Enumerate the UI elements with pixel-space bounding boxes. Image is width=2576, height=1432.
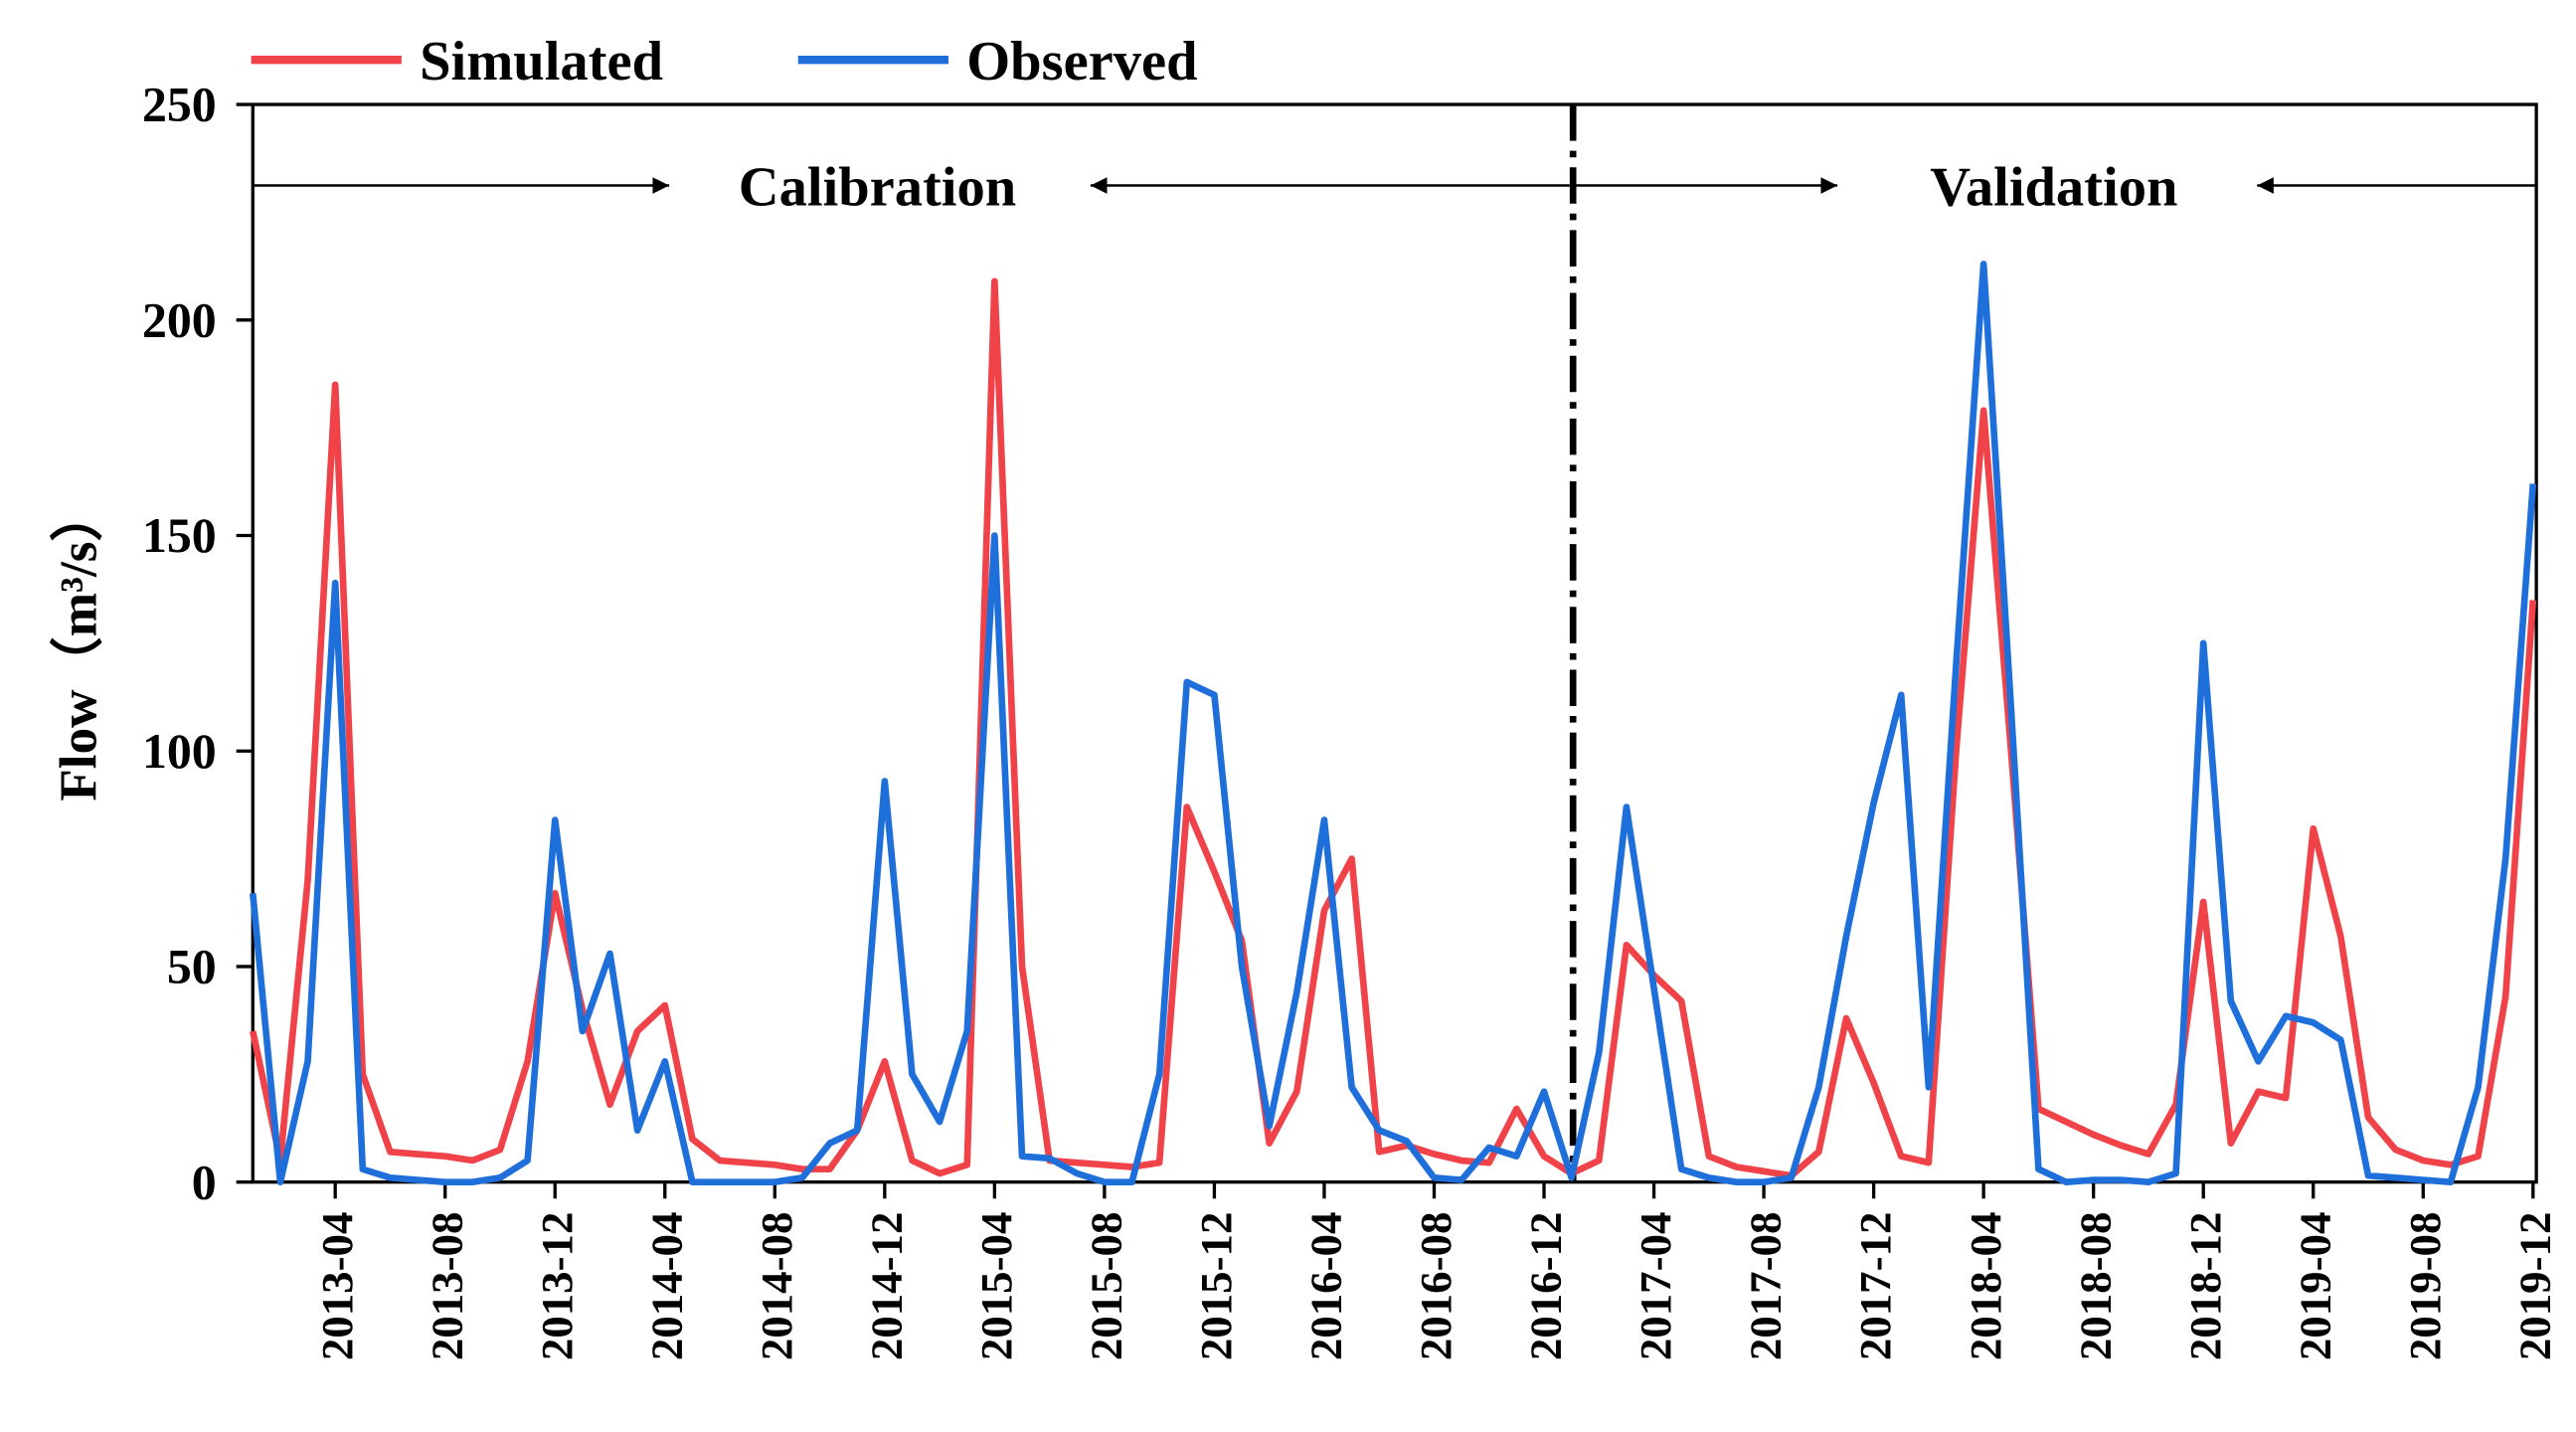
x-tick-label: 2014-12 xyxy=(861,1212,911,1361)
x-tick-label: 2015-08 xyxy=(1082,1212,1131,1361)
x-tick-label: 2014-08 xyxy=(752,1212,801,1361)
x-tick-label: 2019-08 xyxy=(2400,1212,2450,1361)
legend: Simulated Observed xyxy=(251,31,1198,92)
annotation: Validation xyxy=(1930,156,2177,218)
series-line xyxy=(249,261,2537,1185)
y-tick-label: 100 xyxy=(142,724,217,779)
x-tick-label: 2016-12 xyxy=(1521,1212,1571,1361)
x-tick-label: 2017-12 xyxy=(1850,1212,1900,1361)
y-axis-label: Flow（m³/s） xyxy=(48,488,107,801)
y-tick-label: 0 xyxy=(192,1155,217,1209)
x-tick-label: 2014-04 xyxy=(641,1212,691,1361)
plot-frame xyxy=(251,102,2538,1184)
x-tick-label: 2013-12 xyxy=(532,1212,582,1361)
x-tick-label: 2016-08 xyxy=(1411,1212,1460,1361)
x-tick-label: 2017-08 xyxy=(1741,1212,1791,1361)
y-tick-label: 250 xyxy=(142,78,217,132)
x-tick-label: 2017-04 xyxy=(1631,1212,1680,1361)
x-tick-label: 2018-08 xyxy=(2070,1212,2120,1361)
y-tick-label: 150 xyxy=(142,508,217,563)
y-tick-label: 200 xyxy=(142,292,217,347)
x-tick-label: 2018-12 xyxy=(2180,1212,2230,1361)
x-tick-label: 2018-04 xyxy=(1961,1212,2010,1361)
legend-label: Observed xyxy=(966,31,1197,92)
series-line xyxy=(250,277,2537,1179)
annotation: Calibration xyxy=(739,156,1016,218)
x-tick-label: 2015-12 xyxy=(1191,1212,1241,1361)
legend-label: Simulated xyxy=(420,31,663,92)
x-tick-label: 2019-04 xyxy=(2290,1212,2339,1361)
y-tick-label: 50 xyxy=(167,940,217,994)
x-tick-label: 2019-12 xyxy=(2509,1212,2559,1361)
x-tick-label: 2013-08 xyxy=(422,1212,471,1361)
x-tick-label: 2016-04 xyxy=(1301,1212,1351,1361)
x-tick-label: 2013-04 xyxy=(312,1212,362,1361)
x-tick-label: 2015-04 xyxy=(971,1212,1021,1361)
